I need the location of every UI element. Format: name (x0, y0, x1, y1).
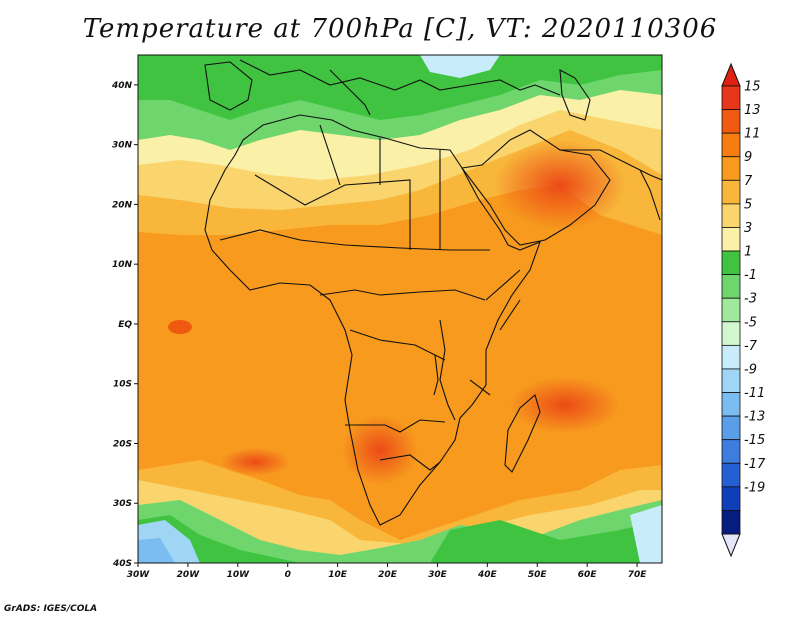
x-tick-label-8: 50E (528, 570, 548, 580)
colorbar-label-0: 15 (744, 80, 761, 95)
colorbar-swatch-4 (721, 179, 741, 205)
field-hot-arabia (495, 140, 625, 230)
x-tick-label-3: 0 (285, 570, 291, 580)
y-tick-label-2: 20N (112, 200, 133, 210)
y-tick-label-4: EQ (118, 320, 132, 330)
colorbar-swatch-12 (721, 368, 741, 393)
colorbar-label-12: -9 (744, 362, 757, 377)
colorbar-label-3: 9 (744, 150, 752, 165)
y-tick-label-6: 20S (113, 439, 132, 449)
border-east (469, 269, 521, 396)
x-tick-label-5: 20E (378, 570, 398, 580)
coastline-italy (329, 69, 371, 116)
colorbar-label-5: 5 (744, 197, 752, 212)
colorbar-label-9: -3 (744, 292, 757, 307)
colorbar-swatch-6 (721, 227, 741, 252)
colorbar-swatch-10 (721, 321, 741, 346)
colorbar-swatch-16 (721, 462, 741, 488)
y-tick-label-5: 10S (113, 380, 132, 390)
colorbar-swatch-11 (721, 344, 741, 370)
y-tick-label-3: 10N (112, 260, 133, 270)
colorbar-label-7: 1 (744, 245, 752, 260)
colorbar: 15 13 11 9 7 5 3 1 -1 -3 -5 -7 -9 -11 -13 -15 -17 -19 (721, 62, 766, 558)
x-axis: 30W 20W 10W 0 10E 20E 30E 40E 50E 60E 70E (127, 563, 647, 580)
x-tick-label-4: 10E (328, 570, 348, 580)
colorbar-label-15: -15 (744, 433, 765, 448)
coastline-iberia (204, 61, 253, 111)
colorbar-swatch-13 (721, 392, 741, 417)
coastline-madagascar (504, 394, 541, 473)
colorbar-swatch-5 (721, 203, 741, 228)
coastline-persia (560, 149, 662, 181)
map-frame (137, 54, 663, 564)
temperature-field (138, 55, 662, 563)
colorbar-label-6: 3 (744, 221, 752, 236)
chart-title: Temperature at 700hPa [C], VT: 202011030… (82, 14, 718, 44)
colorbar-label-4: 7 (744, 174, 753, 189)
field-cold-turkey (420, 55, 500, 78)
colorbar-swatch-1 (721, 109, 741, 134)
colorbar-label-14: -13 (744, 410, 765, 425)
border-sahara (254, 174, 411, 250)
colorbar-label-8: -1 (744, 268, 757, 283)
border-great-lakes (439, 319, 456, 421)
border-lake-tanganyika (433, 354, 439, 396)
x-tick-label-9: 60E (578, 570, 598, 580)
colorbar-swatch-17 (721, 486, 741, 511)
x-tick-label-7: 40E (477, 570, 498, 580)
coastline-europe (239, 59, 561, 96)
colorbar-label-16: -17 (744, 457, 766, 472)
y-tick-label-1: 30N (112, 141, 133, 151)
colorbar-label-17: -19 (744, 480, 765, 495)
colorbar-swatch-18 (721, 510, 741, 535)
field-hot-indian-ocean (510, 377, 620, 433)
colorbar-label-2: 11 (744, 127, 761, 142)
border-north (319, 124, 441, 250)
x-tick-label-0: 30W (127, 570, 151, 580)
y-tick-label-0: 40N (111, 81, 133, 91)
border-south (345, 419, 446, 471)
y-tick-label-7: 30S (113, 499, 132, 509)
colorbar-swatch-2 (721, 132, 741, 158)
colorbar-label-10: -5 (744, 315, 757, 330)
coastline-india (639, 169, 661, 221)
colorbar-swatch-0 (721, 85, 741, 110)
field-blue-southeast (630, 505, 662, 563)
border-sahel (219, 229, 490, 251)
colorbar-swatch-8 (721, 274, 741, 299)
x-tick-label-2: 10W (227, 570, 251, 580)
x-tick-label-6: 30E (428, 570, 448, 580)
field-lightblue-southwest (138, 538, 175, 563)
colorbar-swatch-3 (721, 156, 741, 181)
colorbar-label-13: -11 (744, 386, 765, 401)
colorbar-bottom-arrow (721, 533, 741, 558)
x-tick-label-1: 20W (177, 570, 201, 580)
coastline-arabia (461, 129, 611, 246)
coastline-africa (204, 114, 541, 526)
field-hot-atlantic (220, 448, 290, 476)
colorbar-swatch-7 (721, 250, 741, 276)
field-hot-gulf-guinea (168, 320, 192, 334)
coastlines-borders (204, 59, 662, 526)
colorbar-swatch-9 (721, 297, 741, 323)
colorbar-label-11: -7 (744, 339, 758, 354)
border-central (319, 289, 486, 361)
y-tick-label-8: 40S (112, 559, 132, 569)
colorbar-swatch-15 (721, 439, 741, 464)
grads-credit: GrADS: IGES/COLA (4, 604, 98, 614)
colorbar-label-1: 13 (744, 103, 761, 118)
y-axis: 40N 30N 20N 10N EQ 10S 20S 30S 40S (111, 81, 138, 569)
colorbar-top-arrow (721, 62, 741, 87)
colorbar-swatch-14 (721, 415, 741, 441)
field-hot-namibia (342, 415, 418, 485)
field-darkgreen-south2 (430, 520, 662, 563)
coastline-caspian (559, 69, 591, 121)
x-tick-label-10: 70E (628, 570, 648, 580)
